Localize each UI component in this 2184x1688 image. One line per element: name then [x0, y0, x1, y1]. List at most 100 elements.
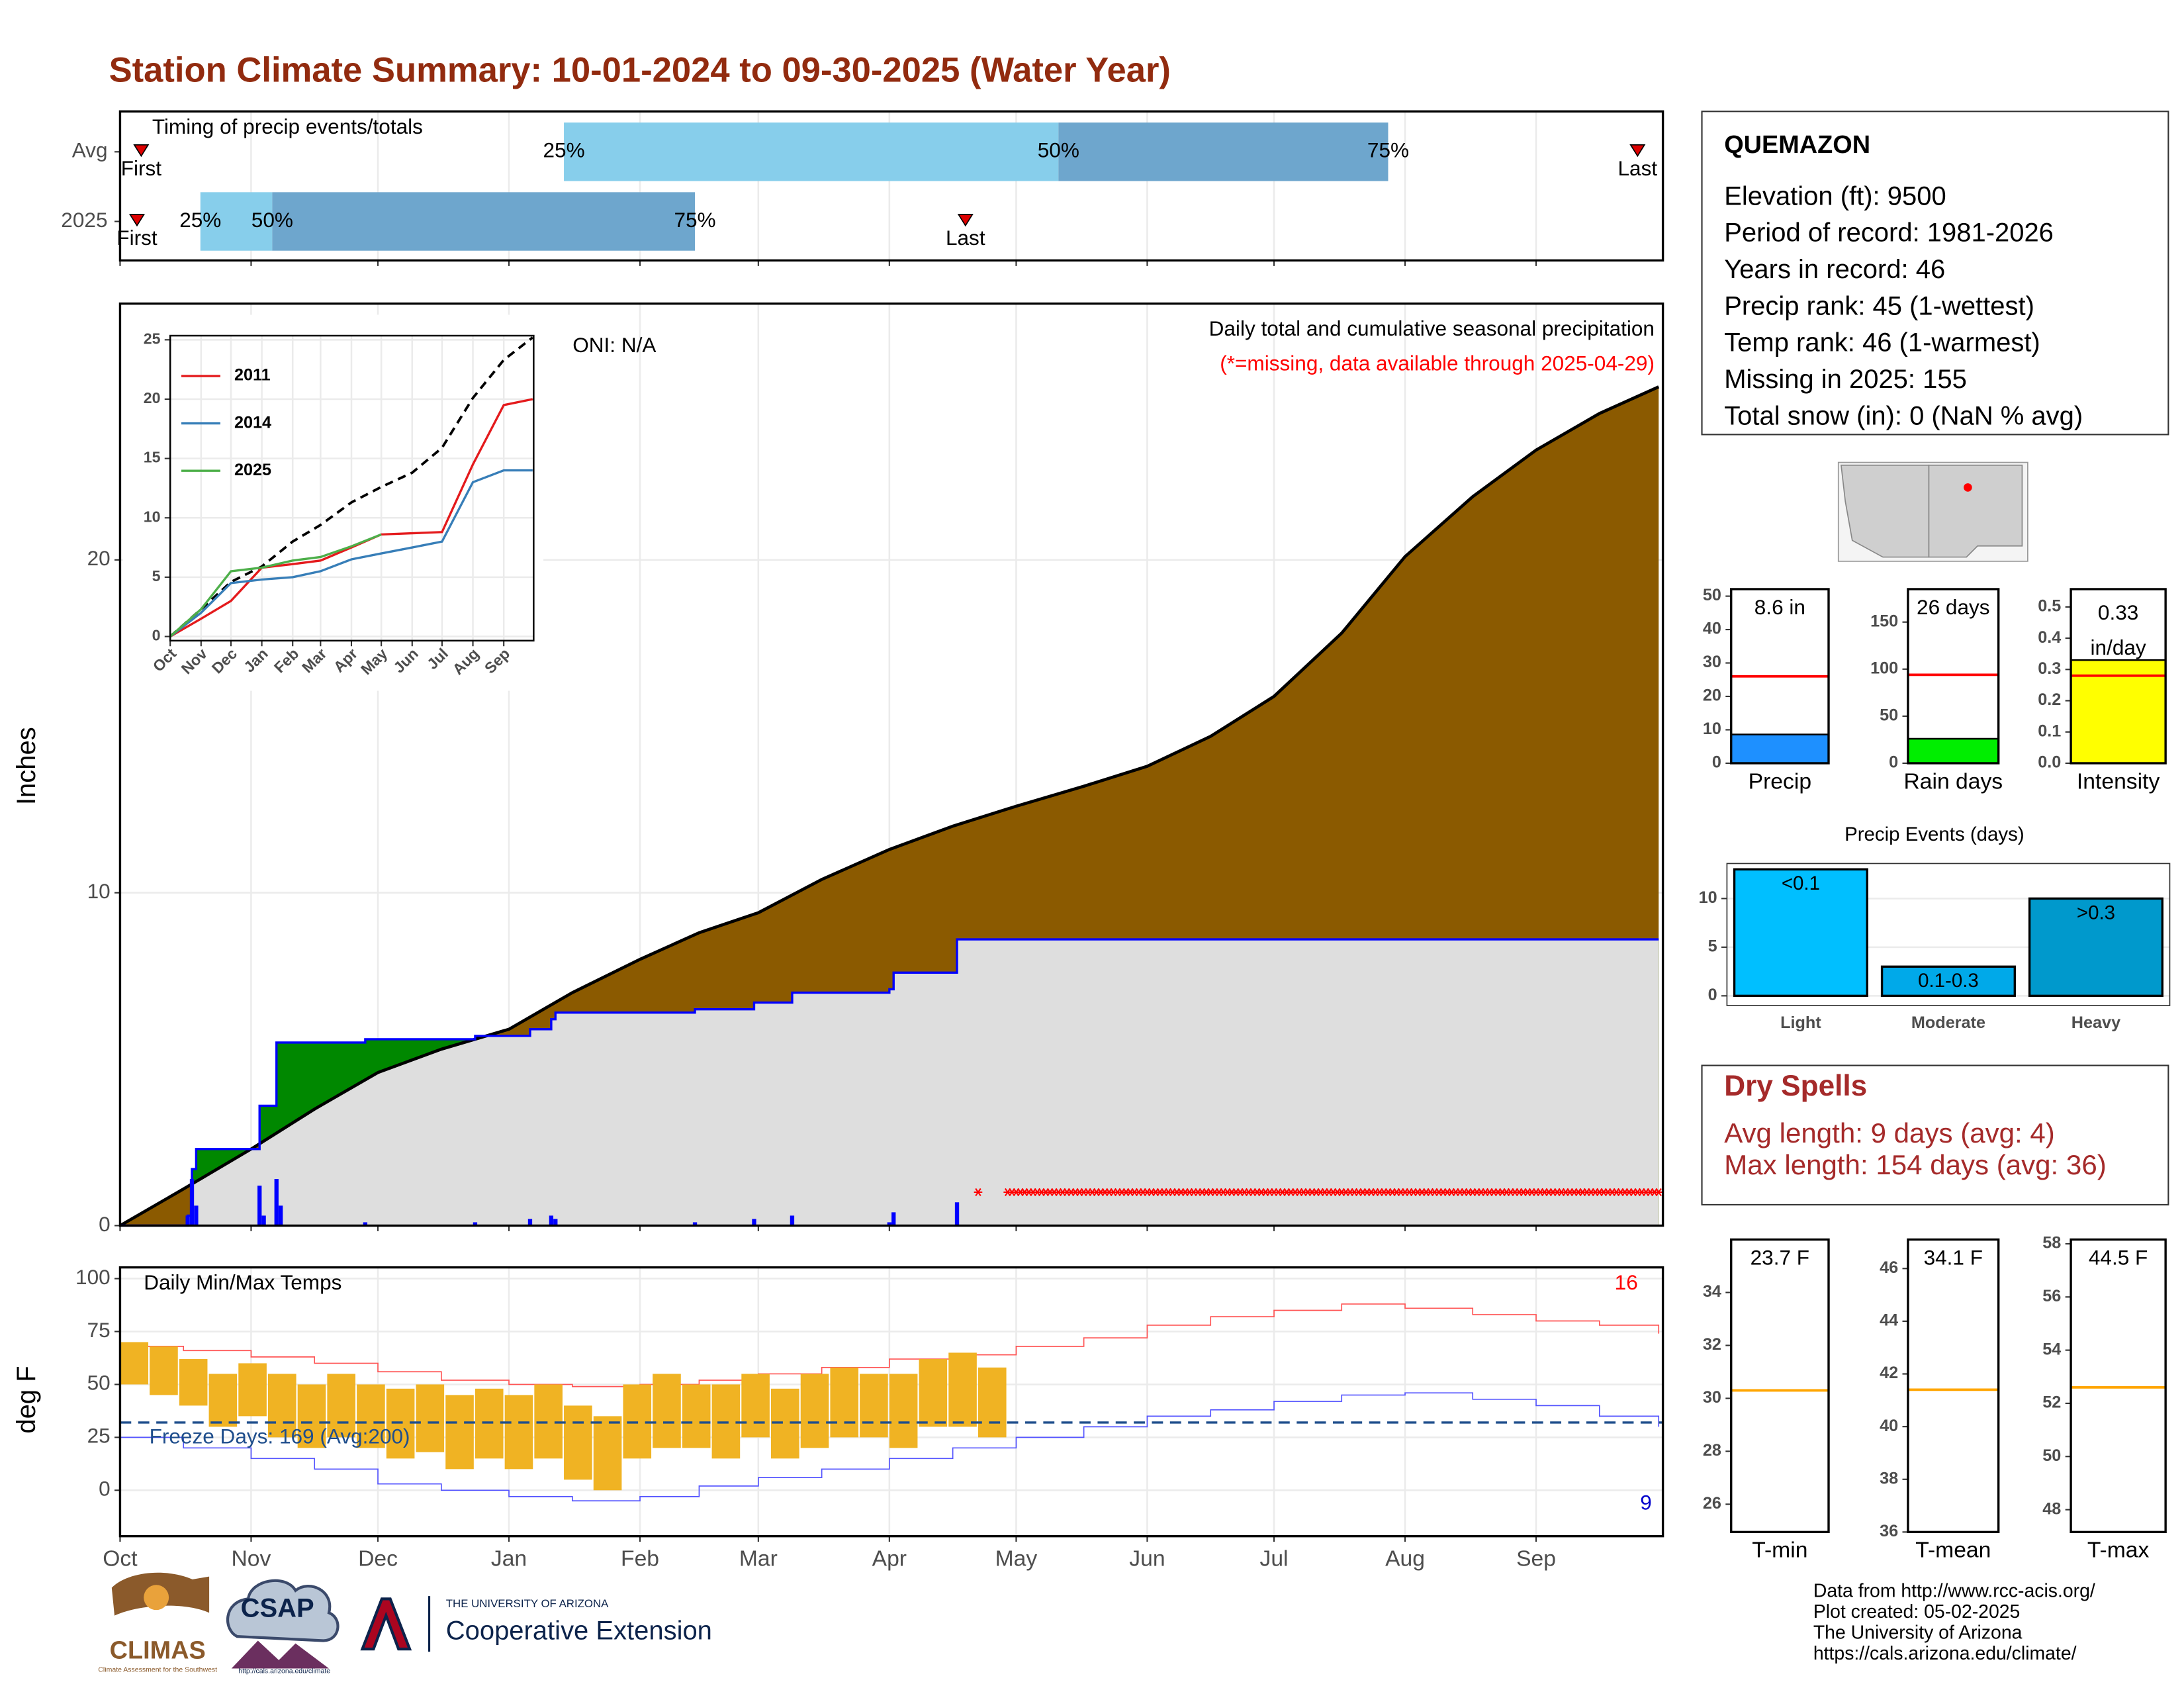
y-tick-label: 25	[87, 1424, 111, 1448]
daily-bar	[473, 1222, 478, 1226]
panel-subtitle: Timing of precip events/totals	[152, 115, 423, 138]
temp-range-bar	[445, 1395, 474, 1470]
y-tick-label: 75	[87, 1318, 111, 1342]
y-tick-label: 2025	[61, 208, 107, 232]
y-tick-label: 30	[1703, 653, 1721, 671]
panel-title: Daily Min/Max Temps	[144, 1270, 341, 1294]
record-high-count: 16	[1615, 1270, 1638, 1294]
y-tick-label: 0	[1889, 753, 1898, 772]
logo-subtext: http://cals.arizona.edu/climate	[238, 1667, 330, 1675]
value-label: in/day	[2091, 635, 2146, 659]
event-label: First	[121, 156, 162, 180]
temp-range-bar	[504, 1395, 533, 1470]
y-tick-label: 56	[2042, 1287, 2061, 1305]
panel-frame	[118, 110, 1664, 262]
x-tick-label: Oct	[103, 1546, 138, 1571]
missing-marker	[974, 1188, 983, 1197]
logo-subtext: Climate Assessment for the Southwest	[98, 1665, 217, 1673]
y-tick-label: 58	[2042, 1234, 2061, 1252]
temp-range-bar	[860, 1374, 888, 1438]
y-tick-label: 36	[1880, 1522, 1898, 1540]
panel-background	[1731, 1239, 1829, 1532]
missing-marker	[1654, 1188, 1663, 1197]
quartile-bar	[272, 192, 696, 251]
panel-frame	[118, 1266, 1664, 1538]
gauge-label: Rain days	[1903, 769, 2003, 794]
x-tick-label: Jun	[1129, 1546, 1165, 1571]
y-tick-label: 46	[1880, 1258, 1898, 1277]
panel-frame	[2070, 588, 2167, 765]
panel-frame	[1730, 588, 1830, 765]
footer-line: https://cals.arizona.edu/climate/	[1813, 1643, 2077, 1664]
daily-bar	[261, 1215, 266, 1226]
y-tick-label: 28	[1703, 1441, 1721, 1460]
station-info: Precip rank: 45 (1-wettest)	[1724, 291, 2034, 320]
page-title: Station Climate Summary: 10-01-2024 to 0…	[109, 50, 1171, 89]
y-tick-label: 0	[1712, 753, 1721, 772]
temp-range-bar	[179, 1359, 208, 1406]
y-tick-label: 20	[87, 546, 111, 570]
annotation: (*=missing, data available through 2025-…	[1220, 352, 1655, 375]
x-tick-label: Feb	[621, 1546, 659, 1571]
daily-bar	[189, 1179, 195, 1226]
legend-label: 2014	[234, 413, 271, 432]
station-info: Missing in 2025: 155	[1724, 365, 1967, 394]
legend-label: 2011	[234, 366, 271, 385]
series-line	[169, 398, 533, 638]
y-tick-label: 15	[144, 449, 161, 466]
y-axis-title: Inches	[12, 727, 41, 805]
climas-sun	[144, 1585, 169, 1611]
x-tick-label: May	[995, 1546, 1038, 1571]
value-label: 8.6 in	[1754, 595, 1805, 619]
panel-background	[1907, 588, 1999, 763]
y-tick-label: 32	[1703, 1335, 1721, 1354]
daily-bar	[553, 1219, 558, 1226]
y-tick-label: 10	[1703, 720, 1721, 738]
y-tick-label: Avg	[72, 138, 108, 162]
bar	[2028, 897, 2163, 998]
y-tick-label: 42	[1880, 1364, 1898, 1382]
current-line	[120, 938, 1659, 1227]
series-line	[169, 469, 533, 637]
y-tick-label: 0	[1708, 986, 1717, 1004]
x-tick-label: Moderate	[1911, 1013, 1985, 1032]
footer-line: Data from http://www.rcc-acis.org/	[1813, 1580, 2095, 1601]
bar	[1733, 868, 1868, 998]
gauge-label: T-min	[1752, 1538, 1807, 1563]
daily-bar	[274, 1179, 279, 1226]
event-marker	[957, 214, 974, 227]
daily-bar	[887, 1222, 891, 1226]
y-tick-label: 0.0	[2038, 753, 2061, 772]
panel-frame	[1907, 588, 2000, 765]
y-tick-label: 0.4	[2038, 628, 2061, 647]
logo-text: CLIMAS	[110, 1636, 206, 1664]
x-tick-label: Apr	[872, 1546, 907, 1571]
y-tick-label: 20	[1703, 686, 1721, 705]
bar-label: >0.3	[2077, 902, 2115, 923]
y-tick-label: 100	[1870, 659, 1898, 677]
y-tick-label: 50	[1703, 586, 1721, 604]
csap-cloud	[226, 1579, 340, 1642]
y-tick-label: 0.5	[2038, 597, 2061, 616]
quartile-label: 50%	[1038, 138, 1079, 162]
footer-line: Plot created: 05-02-2025	[1813, 1601, 2021, 1622]
logo-text: Cooperative Extension	[446, 1616, 712, 1645]
temp-range-bar	[564, 1405, 592, 1480]
x-tick-label: Sep	[1516, 1546, 1556, 1571]
panel-background	[2071, 1239, 2166, 1532]
value-label: 34.1 F	[1924, 1245, 1983, 1269]
y-tick-label: 0.1	[2038, 722, 2061, 740]
y-tick-label: 5	[152, 567, 161, 585]
value-label: 44.5 F	[2089, 1245, 2148, 1269]
event-marker	[128, 214, 146, 227]
annotation: Daily total and cumulative seasonal prec…	[1209, 316, 1655, 340]
station-info: Period of record: 1981-2026	[1724, 218, 2054, 248]
panel-frame	[1726, 863, 2171, 1006]
y-tick-label: 0.3	[2038, 659, 2061, 678]
temp-range-bar	[800, 1374, 829, 1448]
y-tick-label: 30	[1703, 1388, 1721, 1407]
temp-range-bar	[653, 1374, 681, 1448]
logo-text: CSAP	[241, 1594, 314, 1623]
temp-range-bar	[208, 1374, 238, 1427]
